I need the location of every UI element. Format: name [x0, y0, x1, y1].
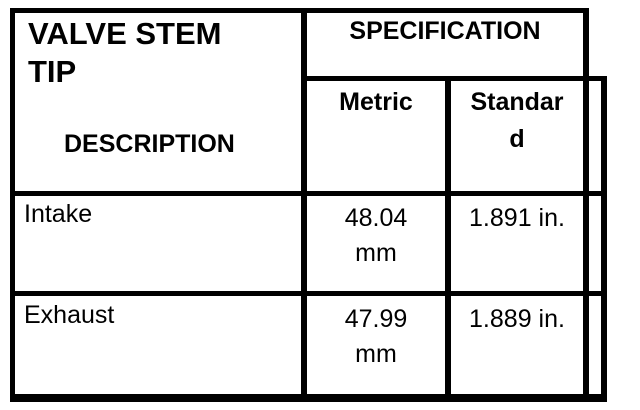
row-label-exhaust: Exhaust — [24, 301, 115, 329]
exhaust-standard-value: 1.889 in. — [469, 305, 565, 333]
metric-column-header: Metric — [339, 88, 413, 116]
table-title: VALVE STEM TIP — [28, 16, 222, 89]
standard-column-header: Standar d — [470, 88, 564, 153]
description-column-header: DESCRIPTION — [64, 130, 235, 158]
header-row-bottom-border — [10, 191, 607, 196]
divider-metric-standard — [445, 76, 451, 398]
table-border-right — [583, 8, 589, 402]
divider-description-metric — [301, 8, 307, 398]
table-border-left — [10, 8, 15, 402]
exhaust-metric-value: 47.99 mm — [344, 305, 408, 368]
row-label-intake: Intake — [24, 200, 93, 228]
intake-standard-value: 1.891 in. — [469, 204, 565, 232]
specification-bottom-border — [301, 76, 607, 81]
intake-exhaust-divider — [10, 291, 607, 296]
table-border-top — [10, 8, 589, 13]
narrow-column-right-border — [601, 76, 607, 402]
intake-metric-value: 48.04 mm — [344, 204, 408, 267]
table-border-bottom — [10, 394, 607, 402]
specification-header: SPECIFICATION — [349, 17, 541, 45]
